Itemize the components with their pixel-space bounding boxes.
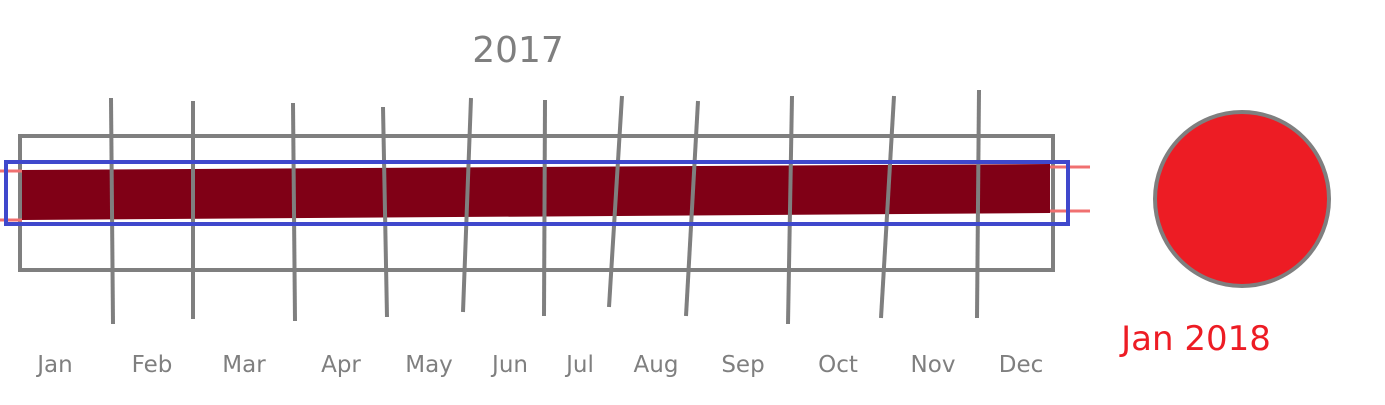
month-label: Jan — [35, 352, 72, 378]
month-label: Sep — [721, 352, 764, 378]
month-labels: Jan Feb Mar Apr May Jun Jul Aug Sep Oct Nov Dec — [35, 352, 1043, 378]
year-title: 2017 — [472, 30, 564, 71]
month-label: Apr — [321, 352, 361, 378]
month-label: Nov — [911, 352, 956, 378]
month-label: May — [405, 352, 453, 378]
month-label: Oct — [818, 352, 858, 378]
month-dividers — [109, 89, 981, 325]
marker-circle — [1153, 110, 1331, 288]
year-frame — [18, 134, 1055, 272]
month-label: Aug — [634, 352, 679, 378]
month-label: Feb — [132, 352, 173, 378]
marker-label: Jan 2018 — [1119, 319, 1271, 359]
month-label: Dec — [999, 352, 1044, 378]
month-label: Jun — [490, 352, 528, 378]
month-label: Jul — [564, 352, 594, 378]
year-bar — [22, 164, 1050, 220]
month-label: Mar — [222, 352, 266, 378]
selection-box — [4, 160, 1070, 226]
